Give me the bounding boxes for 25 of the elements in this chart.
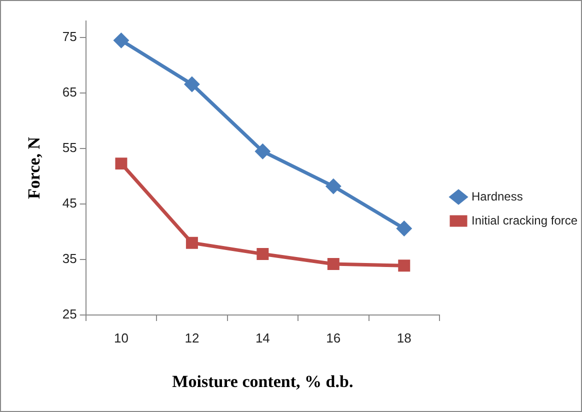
- point: [326, 179, 341, 194]
- point: [184, 76, 200, 92]
- y-tick-label: 65: [62, 84, 77, 100]
- point: [398, 260, 410, 272]
- legend-label: Initial cracking force: [472, 213, 578, 228]
- point: [115, 158, 128, 170]
- y-tick-label: 45: [62, 196, 77, 211]
- x-axis-title: Moisture content, % d.b.: [172, 372, 354, 392]
- y-axis-title: Force, N: [24, 136, 44, 199]
- point: [114, 33, 128, 48]
- x-tick-label: 12: [184, 330, 200, 346]
- y-tick-label: 35: [62, 251, 77, 266]
- point: [327, 258, 340, 270]
- x-tick-label: 14: [255, 330, 270, 346]
- point: [396, 221, 412, 236]
- y-tick-label: 25: [62, 306, 77, 322]
- y-tick-label: 75: [62, 29, 77, 44]
- y-tick-label: 55: [62, 140, 77, 156]
- x-tick-label: 16: [326, 330, 341, 346]
- point: [255, 144, 270, 159]
- x-tick-label: 18: [396, 330, 412, 346]
- point: [186, 236, 198, 249]
- x-tick-label: 10: [114, 330, 128, 346]
- point: [256, 248, 269, 260]
- legend-label: Hardness: [472, 189, 523, 204]
